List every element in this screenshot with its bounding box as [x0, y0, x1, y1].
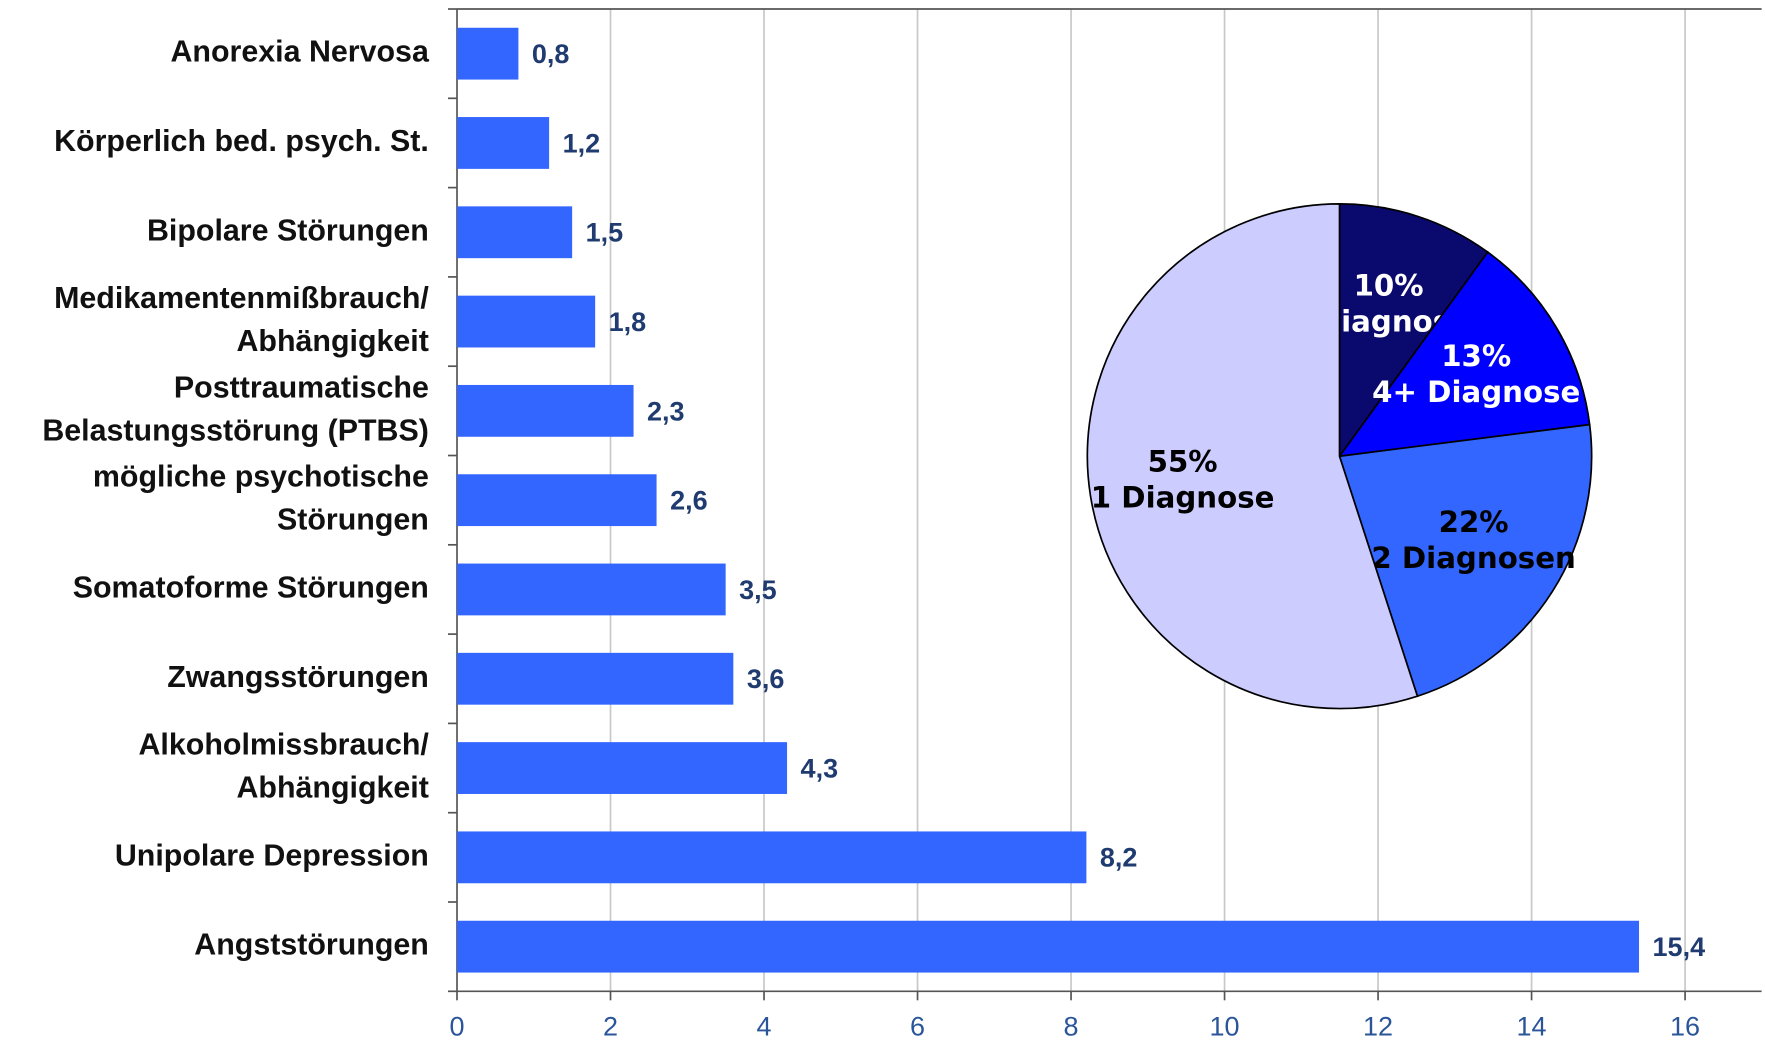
pie-value-label: 22% [1439, 505, 1509, 539]
value-label: 3,5 [739, 575, 777, 605]
category-label: Anorexia Nervosa [171, 35, 430, 69]
category-label: Medikamentenmißbrauch/Abhängigkeit [54, 281, 429, 358]
pie-category-label: 2 Diagnosen [1371, 541, 1576, 575]
bar [457, 295, 596, 348]
bar [457, 384, 634, 437]
bar [457, 206, 573, 259]
x-tick-label: 10 [1210, 1012, 1240, 1042]
value-label: 4,3 [801, 753, 839, 783]
bar [457, 27, 519, 80]
pie-value-label: 10% [1354, 269, 1424, 303]
pie-category-label: 4+ Diagnose [1372, 375, 1580, 409]
x-tick-label: 16 [1670, 1012, 1700, 1042]
value-label: 15,4 [1653, 932, 1706, 962]
pie-value-label: 13% [1441, 339, 1511, 373]
value-label: 1,8 [609, 307, 647, 337]
bar [457, 920, 1640, 973]
pie-category-label: 1 Diagnose [1091, 481, 1275, 515]
category-label: mögliche psychotische Störungen [93, 460, 429, 537]
x-tick-label: 2 [603, 1012, 618, 1042]
x-tick-label: 0 [449, 1012, 464, 1042]
category-label: Unipolare Depression [115, 838, 429, 872]
value-label: 8,2 [1100, 843, 1138, 873]
pie-slice [1338, 423, 1593, 698]
value-label: 1,2 [563, 128, 601, 158]
bar [457, 652, 734, 705]
category-label: Angststörungen [194, 928, 429, 962]
bar [457, 474, 657, 527]
x-tick-label: 14 [1517, 1012, 1547, 1042]
x-tick-label: 6 [910, 1012, 925, 1042]
pie-slice [1337, 250, 1591, 458]
bar [457, 563, 726, 616]
value-label: 0,8 [532, 39, 570, 69]
x-tick-label: 8 [1064, 1012, 1079, 1042]
value-label: 2,3 [647, 396, 685, 426]
bar [457, 117, 550, 169]
bar [457, 831, 1087, 884]
pie-value-label: 55% [1148, 445, 1218, 479]
x-tick-label: 12 [1363, 1012, 1393, 1042]
category-label: Alkoholmissbrauch/Abhängigkeit [139, 728, 430, 805]
value-label: 3,6 [747, 664, 785, 694]
value-label: 2,6 [670, 486, 708, 516]
value-label: 1,5 [586, 218, 624, 248]
pie-slice [1086, 203, 1419, 710]
category-label: Somatoforme Störungen [73, 570, 429, 604]
category-label: Zwangsstörungen [167, 660, 429, 694]
category-label: Körperlich bed. psych. St. [54, 124, 429, 158]
bar [457, 742, 788, 794]
pie-slice [1338, 203, 1489, 459]
x-tick-label: 4 [757, 1012, 772, 1042]
category-label: Bipolare Störungen [147, 213, 429, 247]
category-label: Posttraumatische Belastungsstörung (PTBS) [42, 370, 429, 447]
